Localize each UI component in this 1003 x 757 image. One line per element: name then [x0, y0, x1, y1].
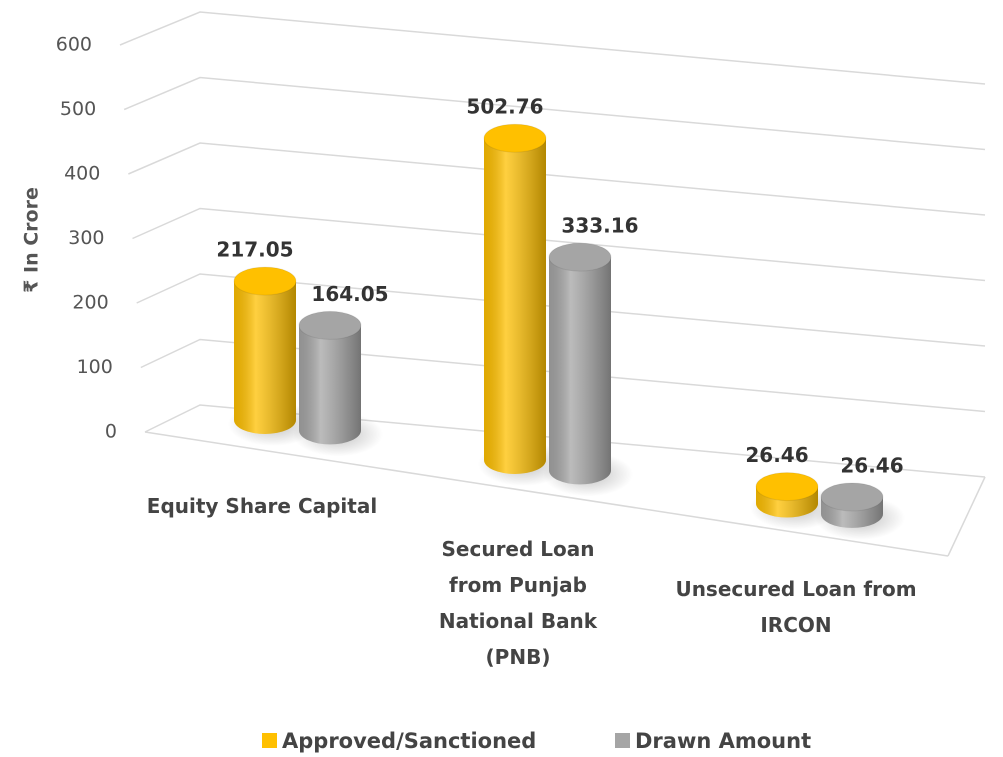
bar-shade	[234, 281, 296, 434]
bar-top	[233, 266, 297, 296]
cylinder	[293, 310, 383, 457]
bar-top	[820, 482, 884, 512]
bar-top	[548, 242, 612, 272]
cylinder	[750, 472, 840, 530]
legend-label: Approved/Sanctioned	[282, 729, 536, 753]
y-tick-label: 400	[64, 163, 100, 185]
bar-top	[483, 123, 547, 153]
bar-shade	[484, 138, 546, 475]
y-tick-label: 300	[68, 227, 104, 249]
data-label: 164.05	[311, 282, 388, 306]
x-tick-label: Equity Share Capital	[147, 494, 377, 518]
data-label: 502.76	[466, 95, 543, 119]
grid-line	[140, 338, 986, 413]
cylinder	[228, 266, 318, 446]
x-tick-label: Secured Loan from Punjab National Bank (PNB…	[439, 537, 598, 669]
floor-edge	[947, 476, 986, 557]
data-label: 26.46	[745, 443, 808, 467]
data-label: 217.05	[216, 238, 293, 262]
legend-label: Drawn Amount	[635, 729, 811, 753]
data-label: 333.16	[561, 214, 638, 238]
grid-line	[128, 142, 986, 216]
cylinder	[543, 242, 633, 497]
legend-swatch	[615, 733, 630, 748]
y-tick-label: 500	[60, 98, 96, 120]
bar-top	[755, 472, 819, 502]
bar-top	[298, 310, 362, 340]
y-tick-label: 100	[77, 356, 113, 378]
cylinder	[478, 123, 568, 486]
floor-edge	[144, 431, 949, 557]
y-axis-label: ₹ In Crore	[21, 187, 43, 293]
grid-line	[132, 207, 986, 282]
legend-swatch	[262, 733, 277, 748]
grid-line	[144, 404, 986, 478]
data-label: 26.46	[840, 453, 903, 477]
grid-line	[136, 273, 986, 347]
grid-line	[123, 76, 986, 151]
cylinder	[815, 482, 905, 540]
y-tick-label: 200	[72, 292, 108, 314]
bar-shade	[549, 257, 611, 485]
y-tick-label: 0	[105, 421, 117, 443]
grid-line	[119, 11, 986, 85]
x-tick-label: Unsecured Loan from IRCON	[675, 577, 916, 637]
bar-shade	[299, 325, 361, 445]
y-tick-label: 600	[56, 34, 92, 56]
